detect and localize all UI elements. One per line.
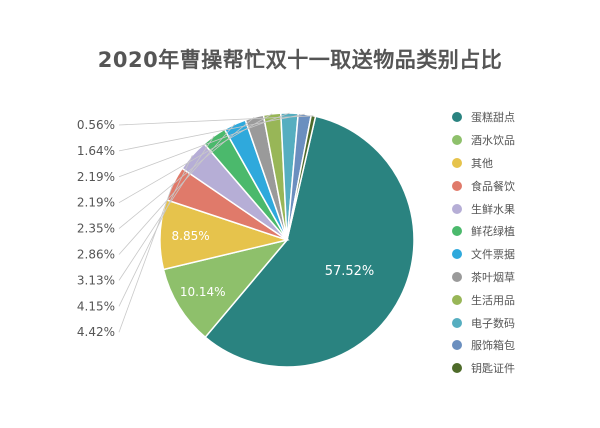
legend-swatch <box>452 249 462 260</box>
legend-label: 茶叶烟草 <box>471 270 515 284</box>
data-label-5: 4.15% <box>77 299 115 313</box>
legend-label: 文件票据 <box>471 248 515 262</box>
legend-item-8: 茶叶烟草 <box>452 266 592 289</box>
legend-swatch <box>452 340 462 351</box>
legend-item-2: 酒水饮品 <box>452 129 592 152</box>
pie-slice-2 <box>162 238 290 339</box>
data-label-11: 1.64% <box>77 144 115 158</box>
leader-line-4 <box>118 183 174 333</box>
legend-label: 钥匙证件 <box>471 362 515 376</box>
legend-swatch <box>452 294 462 305</box>
legend-item-12: 钥匙证件 <box>452 357 592 380</box>
legend-item-1: 蛋糕甜点 <box>452 106 592 129</box>
legend-item-5: 生鲜水果 <box>452 197 592 220</box>
data-label-10: 2.19% <box>77 170 115 184</box>
legend-swatch <box>452 112 462 123</box>
legend-label: 鲜花绿植 <box>471 225 515 239</box>
legend-swatch <box>452 135 462 146</box>
leader-line-12 <box>118 115 314 126</box>
data-label-4: 4.42% <box>77 325 115 339</box>
legend-swatch <box>452 157 462 168</box>
legend-swatch <box>452 271 462 282</box>
legend-swatch <box>452 180 462 191</box>
legend-label: 服饰箱包 <box>471 339 515 353</box>
pie-slice-1 <box>204 115 415 368</box>
leader-line-10 <box>118 112 290 178</box>
legend-swatch <box>452 226 462 237</box>
legend-item-11: 服饰箱包 <box>452 334 592 357</box>
data-label-12: 0.56% <box>77 118 115 132</box>
data-label-9: 2.19% <box>77 196 115 210</box>
legend-label: 电子数码 <box>471 316 515 330</box>
legend-item-6: 鲜花绿植 <box>452 220 592 243</box>
legend-label: 食品餐饮 <box>471 179 515 193</box>
legend-item-7: 文件票据 <box>452 243 592 266</box>
data-label-7: 2.86% <box>77 248 115 262</box>
legend-swatch <box>452 203 462 214</box>
leader-line-9 <box>118 113 273 204</box>
data-label-2: 10.14% <box>180 285 226 299</box>
data-label-1: 57.52% <box>325 264 375 279</box>
legend-label: 生鲜水果 <box>471 202 515 216</box>
legend-label: 其他 <box>471 156 493 170</box>
data-label-8: 2.35% <box>77 222 115 236</box>
legend-item-3: 其他 <box>452 152 592 175</box>
leader-line-7 <box>118 123 235 255</box>
leader-line-8 <box>118 116 255 229</box>
legend-swatch <box>452 317 462 328</box>
chart-legend: 蛋糕甜点酒水饮品其他食品餐饮生鲜水果鲜花绿植文件票据茶叶烟草生活用品电子数码服饰… <box>452 106 592 380</box>
legend-item-4: 食品餐饮 <box>452 174 592 197</box>
data-label-3: 8.85% <box>172 229 210 243</box>
legend-label: 生活用品 <box>471 293 515 307</box>
legend-item-9: 生活用品 <box>452 288 592 311</box>
legend-swatch <box>452 363 462 374</box>
legend-item-10: 电子数码 <box>452 311 592 334</box>
chart-title: 2020年曹操帮忙双十一取送物品类别占比 <box>97 48 503 72</box>
leader-line-11 <box>118 113 305 152</box>
data-label-6: 3.13% <box>77 273 115 287</box>
legend-label: 酒水饮品 <box>471 134 515 148</box>
legend-label: 蛋糕甜点 <box>471 111 515 125</box>
